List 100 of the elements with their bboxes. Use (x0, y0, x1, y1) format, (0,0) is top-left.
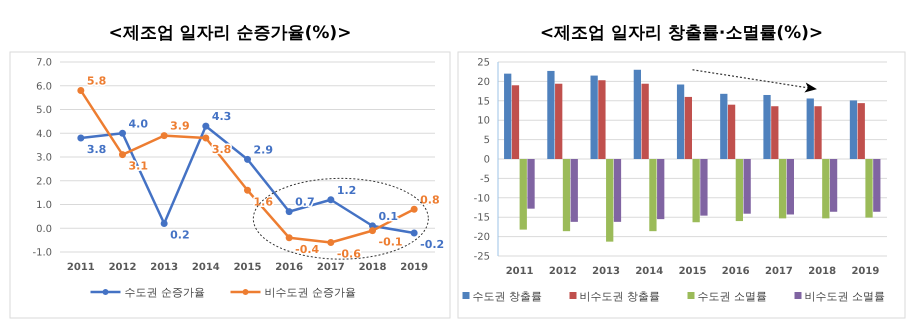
bar (771, 106, 778, 159)
y-tick-label: 5 (484, 135, 490, 146)
bar (614, 159, 622, 222)
point (286, 208, 293, 216)
bar (806, 98, 814, 159)
data-label: -0.2 (420, 238, 444, 251)
bar (590, 76, 598, 159)
bar (642, 84, 649, 159)
chart-title: <제조업 일자리 순증가율(%)> (108, 23, 352, 43)
data-label: 0.7 (295, 196, 315, 209)
x-tick-label: 2017 (316, 262, 345, 273)
data-label: 1.2 (336, 184, 356, 197)
data-label: 4.0 (128, 117, 148, 130)
bar (736, 159, 743, 222)
y-tick-label: 20 (477, 76, 490, 88)
point (369, 227, 376, 234)
legend-label: 수도권 순증가율 (124, 286, 205, 299)
x-tick-label: 2016 (275, 262, 304, 273)
data-label: 3.9 (170, 120, 190, 133)
x-tick-label: 2019 (851, 266, 880, 277)
legend-label: 수도권 창출률 (472, 290, 542, 303)
bar (786, 159, 794, 214)
data-label: 0.2 (170, 228, 190, 242)
bar (814, 106, 822, 159)
point (202, 122, 210, 130)
x-tick-label: 2017 (765, 266, 793, 277)
point (410, 230, 418, 236)
y-tick-label: 1.0 (36, 200, 52, 211)
data-label: 2.9 (254, 143, 273, 156)
x-tick-label: 2012 (108, 262, 136, 273)
bar (520, 159, 527, 230)
x-tick-label: 2011 (66, 262, 95, 273)
point (160, 220, 168, 227)
point (119, 151, 126, 158)
y-tick-label: 7.0 (36, 58, 52, 68)
x-tick-label: 2013 (150, 262, 178, 273)
data-label: 5.8 (86, 74, 106, 88)
bar (692, 159, 700, 222)
bar (822, 159, 830, 218)
y-tick-label: 0 (484, 154, 490, 166)
bar (555, 84, 562, 159)
data-label: -0.6 (336, 248, 362, 260)
bar (562, 159, 570, 232)
legend-label: 수도권 소멸률 (698, 290, 767, 303)
x-tick-label: 2016 (722, 266, 750, 277)
bar (657, 159, 664, 220)
bar (570, 159, 578, 222)
legend-label: 비수도권 순증가율 (264, 286, 356, 299)
point (119, 130, 126, 137)
x-tick-label: 2019 (400, 262, 428, 273)
y-tick-label: 0.0 (36, 224, 52, 235)
point (77, 87, 84, 94)
point (286, 234, 293, 242)
data-label: 4.3 (212, 110, 232, 124)
bar (778, 159, 786, 218)
x-tick-label: 2015 (234, 262, 262, 273)
y-tick-label: -1.0 (32, 248, 52, 258)
bar (649, 159, 657, 232)
y-tick-label: 6.0 (36, 81, 52, 92)
bar (858, 103, 865, 159)
x-tick-label: 2014 (192, 262, 220, 273)
bar (606, 159, 614, 242)
y-tick-label: 5.0 (36, 105, 52, 116)
bar (720, 94, 728, 159)
bar (744, 159, 751, 214)
bar (598, 80, 606, 159)
x-tick-label: 2015 (678, 266, 706, 277)
legend-label: 비수도권 소멸률 (804, 290, 885, 303)
bar (700, 159, 708, 216)
x-tick-label: 2018 (808, 266, 836, 277)
x-tick-label: 2014 (635, 266, 664, 277)
y-tick-label: -15 (474, 212, 490, 224)
bar (865, 159, 873, 218)
bar (873, 159, 880, 212)
bar (547, 70, 555, 159)
data-label: 0.8 (420, 193, 440, 206)
y-tick-label: 25 (477, 58, 490, 68)
y-tick-label: 4.0 (36, 128, 52, 140)
chart-title: <제조업 일자리 창출률·소멸률(%)> (540, 23, 824, 43)
bar (634, 70, 641, 159)
point (244, 156, 251, 163)
bar (527, 159, 535, 209)
bar (684, 96, 692, 159)
point (202, 134, 210, 142)
legend-label: 비수도권 창출률 (580, 290, 660, 303)
point (410, 206, 418, 213)
bar (830, 159, 838, 212)
x-tick-label: 2013 (592, 266, 620, 277)
data-label: 0.1 (378, 210, 398, 223)
point (160, 132, 168, 140)
point (327, 196, 334, 204)
y-tick-label: -10 (474, 193, 490, 204)
bar (504, 74, 512, 159)
bar (728, 104, 736, 159)
y-tick-label: -20 (474, 232, 490, 244)
y-tick-label: -5 (480, 174, 490, 185)
y-tick-label: 3.0 (36, 152, 52, 164)
point (244, 186, 251, 194)
point (327, 239, 334, 246)
y-tick-label: -25 (474, 252, 490, 262)
